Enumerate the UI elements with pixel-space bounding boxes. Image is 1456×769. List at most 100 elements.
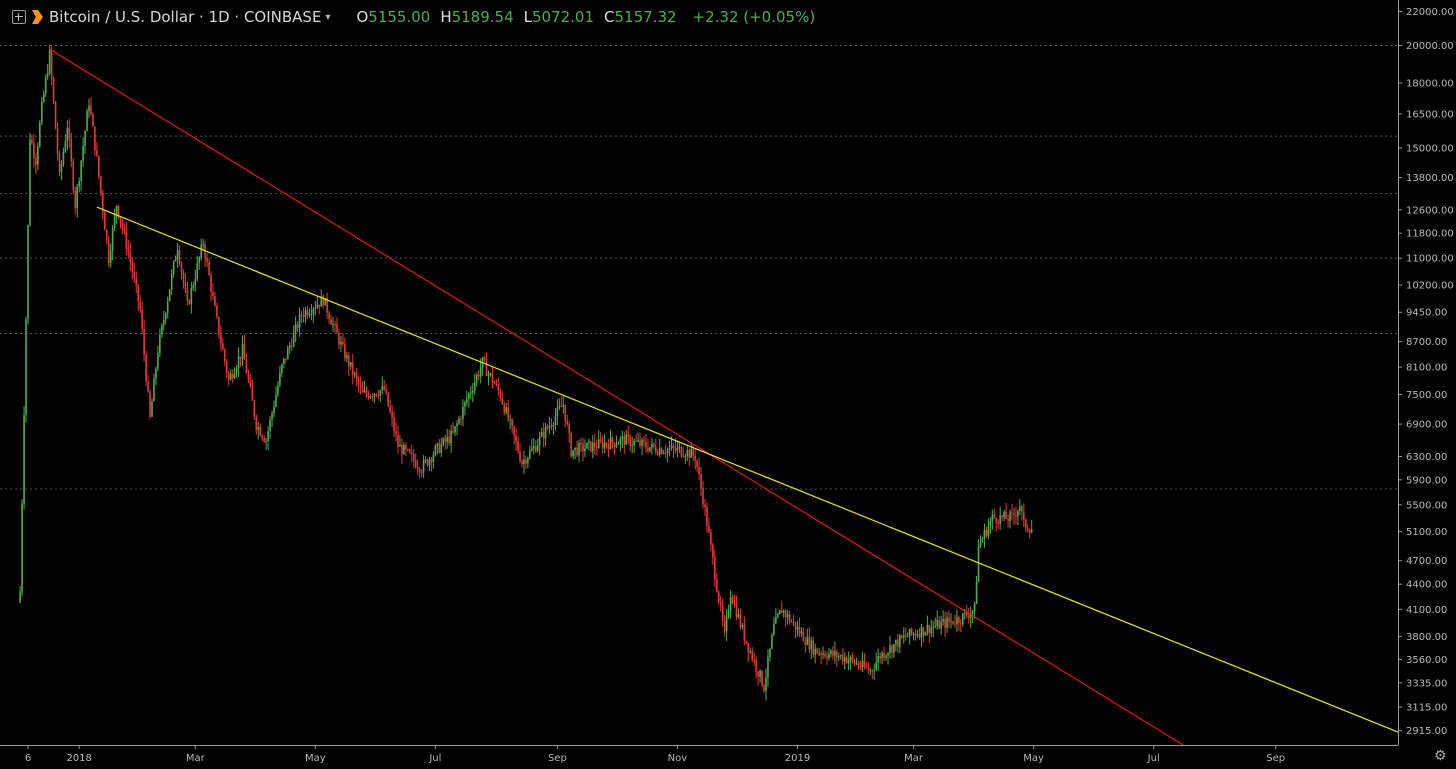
candle-body bbox=[170, 273, 173, 290]
candle-body bbox=[804, 641, 807, 645]
candle-body bbox=[438, 443, 441, 453]
candle-body bbox=[912, 633, 915, 635]
price-tick-label: 2915.00 bbox=[1406, 726, 1447, 737]
candle-body bbox=[668, 448, 671, 450]
candle-body bbox=[408, 449, 411, 453]
candle-body bbox=[511, 419, 513, 427]
candle-body bbox=[834, 651, 836, 656]
candle-body bbox=[572, 450, 574, 457]
candle-body bbox=[700, 474, 702, 489]
candle-body bbox=[103, 212, 106, 230]
candle-body bbox=[936, 619, 939, 626]
symbol-title[interactable]: Bitcoin / U.S. Dollar · 1D · COINBASE bbox=[49, 8, 322, 26]
candle-body bbox=[314, 307, 317, 310]
candle-body bbox=[995, 518, 998, 524]
candle-body bbox=[361, 386, 364, 393]
candle-body bbox=[237, 356, 240, 369]
candle-body bbox=[50, 49, 53, 78]
candle-body bbox=[631, 445, 633, 447]
candle-body bbox=[773, 623, 775, 636]
chevron-down-icon[interactable]: ▾ bbox=[325, 11, 331, 23]
candle-body bbox=[198, 257, 201, 263]
candle-body bbox=[716, 579, 718, 592]
candle-body bbox=[525, 459, 527, 464]
time-tick-label: Sep bbox=[548, 753, 567, 764]
candle-body bbox=[468, 393, 470, 400]
candle-body bbox=[509, 419, 511, 421]
candle-body bbox=[174, 259, 177, 262]
candle-body bbox=[550, 425, 553, 427]
candle-body bbox=[599, 439, 602, 442]
candle-body bbox=[70, 138, 73, 162]
plus-square-icon[interactable] bbox=[12, 10, 26, 24]
candle-body bbox=[176, 250, 179, 260]
candle-body bbox=[960, 623, 962, 625]
candle-body bbox=[863, 660, 866, 667]
candle-body bbox=[885, 655, 887, 658]
candle-body bbox=[436, 443, 439, 447]
candle-body bbox=[755, 659, 757, 672]
gear-icon[interactable]: ⚙ bbox=[1434, 748, 1447, 764]
candle-body bbox=[940, 621, 942, 629]
price-tick-label: 12600.00 bbox=[1406, 205, 1454, 216]
candle-body bbox=[574, 447, 576, 451]
candle-body bbox=[538, 436, 541, 446]
candle-body bbox=[765, 677, 767, 691]
candle-body bbox=[137, 284, 140, 302]
candle-body bbox=[100, 176, 102, 193]
candle-body bbox=[387, 392, 389, 406]
candle-body bbox=[904, 635, 907, 637]
candle-body bbox=[529, 450, 531, 459]
candle-body bbox=[216, 305, 218, 317]
candle-body bbox=[808, 636, 811, 650]
candle-body bbox=[883, 652, 885, 658]
candle-body bbox=[889, 645, 891, 654]
candle-body bbox=[308, 313, 311, 316]
candle-body bbox=[359, 384, 362, 387]
candle-body bbox=[281, 364, 283, 373]
candle-body bbox=[836, 651, 838, 658]
high-value: 5189.54 bbox=[451, 8, 514, 26]
candle-body bbox=[737, 614, 740, 618]
candle-body bbox=[385, 389, 387, 393]
candle-body bbox=[523, 459, 525, 465]
candle-body bbox=[849, 657, 852, 661]
candle-body bbox=[532, 446, 535, 449]
candle-body bbox=[688, 449, 691, 458]
ohlc-values: O5155.00 H5189.54 L5072.01 C5157.32 +2.3… bbox=[356, 8, 815, 26]
candle-body bbox=[440, 444, 443, 453]
candle-body bbox=[129, 251, 132, 263]
candle-body bbox=[843, 657, 846, 662]
candle-body bbox=[597, 439, 600, 448]
candle-body bbox=[222, 343, 224, 350]
candle-body bbox=[253, 400, 256, 417]
candle-body bbox=[225, 361, 228, 374]
candle-body bbox=[208, 262, 210, 276]
candle-body bbox=[794, 622, 797, 630]
bitcoin-logo-icon bbox=[32, 10, 43, 24]
candle-body bbox=[676, 447, 679, 451]
candle-body bbox=[527, 458, 529, 464]
time-tick-label: Mar bbox=[904, 753, 924, 764]
candle-body bbox=[283, 358, 285, 365]
candle-body bbox=[127, 248, 130, 252]
candle-body bbox=[775, 616, 777, 624]
low-value: 5072.01 bbox=[531, 8, 595, 26]
candle-body bbox=[393, 417, 395, 432]
candle-body bbox=[666, 449, 669, 454]
candle-body bbox=[595, 447, 598, 449]
candle-body bbox=[780, 610, 783, 613]
candle-body bbox=[96, 150, 98, 156]
candle-body bbox=[839, 655, 842, 657]
candle-body bbox=[977, 545, 980, 582]
candle-body bbox=[906, 636, 909, 638]
candle-body bbox=[991, 514, 994, 521]
candle-body bbox=[519, 451, 521, 462]
candle-body bbox=[513, 426, 515, 436]
candle-body bbox=[448, 436, 450, 444]
candle-body bbox=[822, 653, 824, 655]
candle-body bbox=[556, 407, 559, 417]
candle-body bbox=[263, 438, 265, 442]
candle-body bbox=[373, 393, 376, 397]
